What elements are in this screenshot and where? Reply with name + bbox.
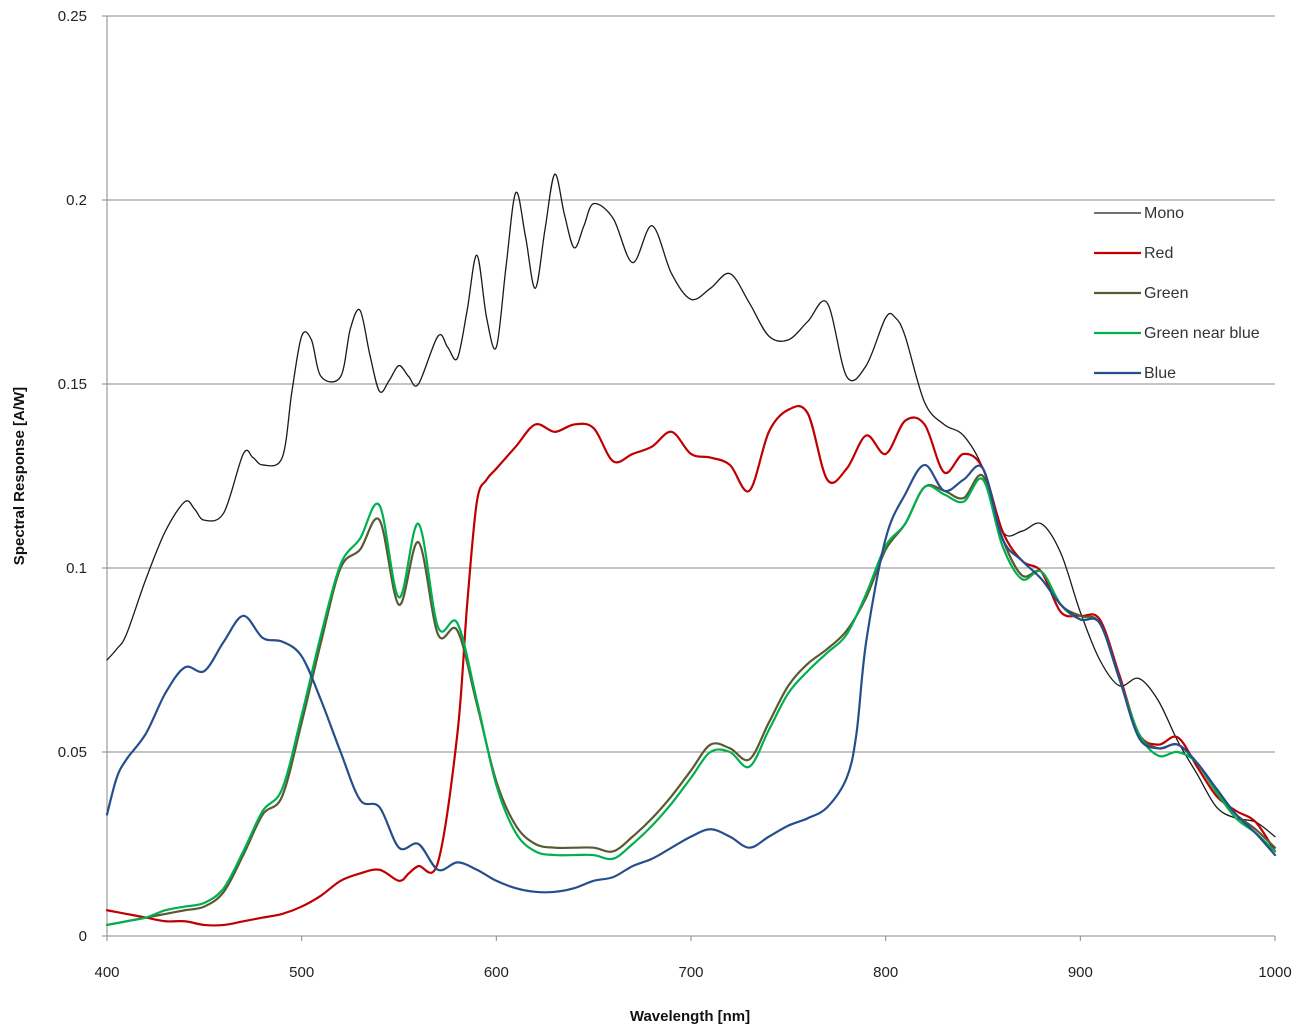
x-axis-ticks: 400 500 600 700 800 900 1000	[94, 964, 1291, 981]
y-tick-label-5: 0.25	[58, 8, 87, 25]
x-tick-label-0: 400	[94, 964, 119, 981]
gridlines	[107, 15, 1275, 753]
series-line-green	[105, 473, 1277, 927]
y-tick-label-1: 0.05	[58, 744, 87, 761]
legend-label-blue: Blue	[1144, 365, 1176, 382]
legend-label-red: Red	[1144, 245, 1173, 262]
y-axis-ticks: 0 0.05 0.1 0.15 0.2 0.25	[58, 8, 87, 945]
x-axis-title: Wavelength [nm]	[630, 1008, 750, 1025]
x-tick-label-2: 600	[484, 964, 509, 981]
y-tick-label-2: 0.1	[66, 560, 87, 577]
series-line-mono	[106, 173, 1276, 838]
y-axis-title: Spectral Response [A/W]	[11, 387, 28, 565]
x-tick-label-5: 900	[1068, 964, 1093, 981]
series-line-red	[105, 404, 1277, 927]
series-line-blue	[105, 463, 1277, 894]
y-tick-label-3: 0.15	[58, 376, 87, 393]
x-tick-label-6: 1000	[1258, 964, 1291, 981]
legend-label-mono: Mono	[1144, 205, 1184, 222]
axes	[102, 15, 1276, 941]
x-tick-label-3: 700	[678, 964, 703, 981]
x-tick-label-1: 500	[289, 964, 314, 981]
legend-label-green-near-blue: Green near blue	[1144, 325, 1260, 342]
legend-label-green: Green	[1144, 285, 1188, 302]
legend: Mono Red Green Green near blue Blue	[1094, 205, 1260, 382]
x-tick-label-4: 800	[873, 964, 898, 981]
series-line-green-near-blue	[105, 477, 1277, 927]
y-tick-label-4: 0.2	[66, 192, 87, 209]
y-tick-label-0: 0	[79, 928, 87, 945]
data-series	[105, 173, 1277, 927]
